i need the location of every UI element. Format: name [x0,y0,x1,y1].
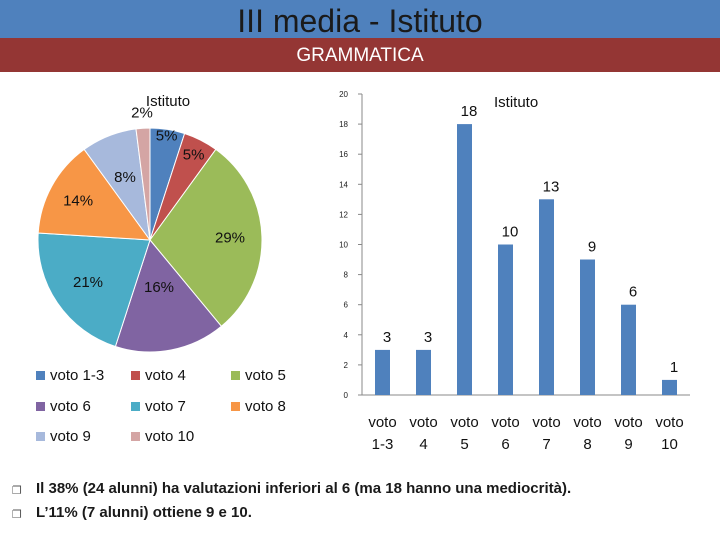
legend-swatch [36,432,45,441]
x-tick-label: voto [532,414,560,431]
legend-label: voto 5 [245,367,286,384]
legend-label: voto 1-3 [50,367,104,384]
title-bar [0,0,720,38]
y-tick-label: 18 [339,120,348,129]
legend-label: voto 9 [50,428,91,445]
x-tick-label: 10 [661,436,678,453]
pie-data-label: 14% [63,193,93,210]
note-item: ❐ Il 38% (24 alunni) ha valutazioni infe… [12,478,712,502]
pie-slice [37,148,152,241]
y-tick-label: 10 [339,241,348,250]
x-tick-label: 7 [542,436,550,453]
y-tick-label: 6 [344,301,349,310]
bar-value-label: 13 [543,178,560,195]
legend-label: voto 7 [145,398,186,415]
bar [621,304,636,395]
x-tick-label: 5 [460,436,468,453]
bar [416,349,431,395]
bar-value-label: 18 [461,103,478,120]
pie-data-label: 8% [114,169,136,186]
x-tick-label: voto [368,414,396,431]
pie-data-label: 16% [144,279,174,296]
legend-swatch [36,371,45,380]
pie-slice [114,238,223,353]
bullet-icon: ❐ [12,485,22,497]
bar-value-label: 10 [502,224,519,241]
note-item: ❐ L’11% (7 alunni) ottiene 9 e 10. [12,502,712,526]
x-tick-label: voto [450,414,478,431]
x-tick-label: voto [655,414,683,431]
bar-value-label: 3 [424,329,432,346]
bar-value-label: 3 [383,329,391,346]
legend-label: voto 4 [145,367,186,384]
legend-swatch [131,371,140,380]
legend-label: voto 6 [50,398,91,415]
x-tick-label: 4 [419,436,427,453]
y-tick-label: 4 [344,331,349,340]
bar-value-label: 9 [588,239,596,256]
legend-swatch [36,402,45,411]
x-tick-label: 9 [624,436,632,453]
pie-chart: Istituto 5% 5% 29% 16% 21% 14% 8% 2% [37,93,263,353]
note-text: L’11% (7 alunni) ottiene 9 e 10. [36,504,252,521]
y-tick-label: 8 [344,271,349,280]
y-tick-label: 16 [339,150,348,159]
bar [375,349,390,395]
pie-data-label: 5% [183,147,205,164]
bullet-icon: ❐ [12,509,22,521]
pie-data-label: 5% [156,127,178,144]
pie-slice [149,148,263,328]
pie-data-label: 21% [73,274,103,291]
y-tick-label: 2 [344,361,349,370]
bar [580,259,595,395]
bar-chart: 024681012141618203voto1-33voto418voto510… [339,90,690,453]
x-tick-label: 8 [583,436,591,453]
x-tick-label: 6 [501,436,509,453]
bar [498,244,513,395]
legend-label: voto 8 [245,398,286,415]
legend-swatch [131,432,140,441]
legend-swatch [131,402,140,411]
x-tick-label: voto [491,414,519,431]
y-tick-label: 20 [339,90,348,99]
bar-value-label: 6 [629,284,637,301]
subtitle-bar [0,38,720,72]
bar [662,379,677,395]
bar-value-label: 1 [670,359,678,376]
x-tick-label: 1-3 [372,436,394,453]
pie-legend: voto 1-3 voto 4 voto 5 voto 6 voto 7 voto 8 vo… [36,367,286,445]
page-subtitle: GRAMMATICA [296,45,424,66]
y-tick-label: 12 [339,210,348,219]
x-tick-label: voto [409,414,437,431]
pie-title: Istituto [146,93,190,110]
bar [539,199,554,395]
page-title: III media - Istituto [237,3,483,39]
pie-data-label: 2% [131,104,153,121]
x-tick-label: voto [614,414,642,431]
bar-chart-title: Istituto [494,94,538,111]
notes-list: ❐ Il 38% (24 alunni) ha valutazioni infe… [12,478,712,526]
pie-data-label: 29% [215,230,245,247]
legend-swatch [231,371,240,380]
pie-slice [135,127,151,241]
y-tick-label: 14 [339,180,348,189]
pie-slice [37,232,151,348]
y-tick-label: 0 [344,391,349,400]
note-text: Il 38% (24 alunni) ha valutazioni inferi… [36,480,572,497]
legend-swatch [231,402,240,411]
legend-label: voto 10 [145,428,194,445]
bar [457,124,472,395]
x-tick-label: voto [573,414,601,431]
